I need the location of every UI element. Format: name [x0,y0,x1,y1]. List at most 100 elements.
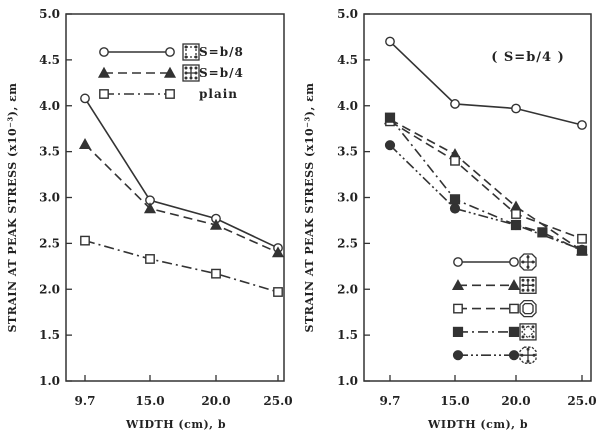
left-series-2-line [84,143,279,254]
right-series-1-line [389,40,583,126]
right-legend-entry-2-square-cross-hoop-icon-bar [526,278,530,282]
left-y-tick-label: 5.0 [39,7,60,21]
left-legend-entry-1-square-hoop-icon-bar [194,45,198,49]
right-series-3-point [450,155,460,166]
right-plot-frame [363,13,592,382]
right-series-5-line [389,144,583,251]
right-y-tick-label: 2.5 [337,236,358,250]
left-legend-entry-1-square-hoop-icon-bar [184,55,188,59]
right-x-axis-label: WIDTH (cm), b [427,418,528,431]
right-legend-entry-2-square-cross-hoop-icon-bar [526,288,530,292]
right-series-5-point [576,244,588,255]
right-y-tick-label: 3.0 [337,191,358,205]
left-y-tick-label: 1.5 [39,328,60,342]
right-y-tick-label: 3.5 [337,145,358,159]
right-y-tick-label: 5.0 [337,7,358,21]
right-legend-entry-5-octagon-with-cross-ties-icon-bar [520,353,524,357]
right-legend-entry-5-octagon-with-cross-ties-icon-outline [519,346,537,364]
left-plot-frame [65,13,285,382]
left-legend-entry-2-square-cross-hoop-icon-bar [189,76,193,80]
right-legend-entry-4-square-hoop-with-diamond-icon-bar [521,335,525,339]
right-legend-entry-2-square-cross-hoop-icon-bar [531,278,535,282]
left-legend-entry-1-marker [165,47,175,57]
left-legend-entry-1-label: S=b/8 [199,45,244,59]
right-legend-entry-1-square-hoop-with-ties-icon-bar [526,265,530,269]
right-legend-entry-4-square-hoop-with-diamond-icon [519,323,537,341]
right-series-3-line [389,120,583,240]
left-y-tick-label: 4.0 [39,99,60,113]
right-legend-entry-2-square-cross-hoop-icon-bar [521,288,525,292]
right-series-1-point [450,99,460,109]
left-x-tick-label: 15.0 [135,394,164,408]
right-legend-entry-3-octagon-hoop-icon [519,299,537,318]
left-legend-entry-1-square-hoop-icon-outline [182,43,200,61]
left-series-3-point [273,287,283,297]
left-y-axis-label: STRAIN AT PEAK STRESS (x10⁻³), εm [6,83,19,333]
left-legend-entry-2-label: S=b/4 [199,66,244,80]
right-legend-entry-3-octagon-hoop-icon-inner [522,302,534,315]
right-legend-entry-1-marker [453,257,463,267]
left-legend-entry-2-square-cross-hoop-icon-bar [184,66,188,70]
left-legend-entry-2-marker [163,66,177,78]
right-legend-entry-4-marker [452,326,464,337]
right-annotation: ( S=b/4 ) [491,50,565,65]
left-y-tick-label: 2.0 [39,282,60,296]
left-legend-entry-1-square-hoop-icon-bar [184,45,188,49]
right-legend-entry-3-marker [509,303,519,314]
left-legend-entry-3-marker [99,89,109,99]
left-legend-entry-1-square-hoop-icon-inner [185,46,197,58]
left-x-tick-label: 20.0 [201,394,230,408]
right-legend-entry-2-square-cross-hoop-icon-bar [521,283,525,287]
left-legend-entry-2-square-cross-hoop-icon-bar [194,76,198,80]
left-series-2-point [271,246,285,258]
right-y-tick-label: 4.5 [337,53,358,67]
right-legend-entry-5-octagon-with-cross-ties-icon-bar [532,353,536,357]
left-series-2-point [143,202,157,214]
left-legend-entry-2-square-cross-hoop-icon-outline [182,64,200,82]
left-legend-entry-2-square-cross-hoop-icon-bar [194,66,198,70]
left-legend-entry-1-square-hoop-icon [182,43,200,61]
right-legend-entry-4-square-hoop-with-diamond-icon-outline [519,323,537,341]
right-legend-entry-2-square-cross-hoop-icon-bar [531,288,535,292]
left-legend-entry-2-square-cross-hoop-icon-bar [189,66,193,70]
right-y-tick-label: 2.0 [337,282,358,296]
left-legend-entry-3-label: plain [199,87,238,101]
right-legend-entry-4-marker [508,326,520,337]
right-series-4-point [449,194,461,205]
right-y-tick-label: 4.0 [337,99,358,113]
left-series-1-point [80,93,90,104]
left-x-axis-label: WIDTH (cm), b [125,418,226,431]
right-legend-entry-1-square-hoop-with-ties-icon-outline [519,253,537,271]
right-legend-entry-2-square-cross-hoop-icon [519,276,537,294]
left-series-3-point [80,235,90,246]
left-y-tick-label: 3.5 [39,145,60,159]
left-y-tick-label: 1.0 [39,374,60,388]
right-legend-entry-2-square-cross-hoop-icon-bar [531,283,535,287]
left-legend-entry-3-marker [165,89,175,99]
right-legend-entry-2-square-cross-hoop-icon-outline [519,276,537,294]
left-series-3-point [211,268,221,279]
left-y-tick-label: 3.0 [39,191,60,205]
right-legend-entry-1-square-hoop-with-ties-icon [519,253,537,271]
left-legend-entry-2-square-cross-hoop-icon-bar [194,71,198,75]
left-legend-entry-2-square-cross-hoop-icon-bar [184,76,188,80]
right-legend-entry-5-marker [508,350,520,361]
right-legend-entry-4-square-hoop-with-diamond-icon-bar [531,335,535,339]
right-series-1-point [511,103,521,114]
right-x-tick-label: 9.7 [380,394,401,408]
left-series-2-point [209,218,223,230]
right-legend-entry-5-marker [452,350,464,361]
right-series-4-point [384,112,396,123]
right-legend-entry-5-octagon-with-cross-ties-icon-bar [526,347,530,351]
right-series-5-point [384,140,396,151]
right-legend-entry-4-square-hoop-with-diamond-icon-bar [531,325,535,329]
left-legend-entry-1-marker [99,47,109,57]
left-chart: 1.0 1.5 2.0 2.5 3.0 3.5 4.0 4.5 5.0 9.7 15.0 20.0 25… [6,7,293,431]
right-series-5-point [449,203,461,214]
right-series-1-point [385,36,395,47]
right-y-tick-label: 1.5 [337,328,358,342]
left-legend: S=b/8 S=b/4 plain [97,43,244,101]
right-x-tick-label: 25.0 [567,394,596,408]
right-x-tick-label: 20.0 [501,394,530,408]
